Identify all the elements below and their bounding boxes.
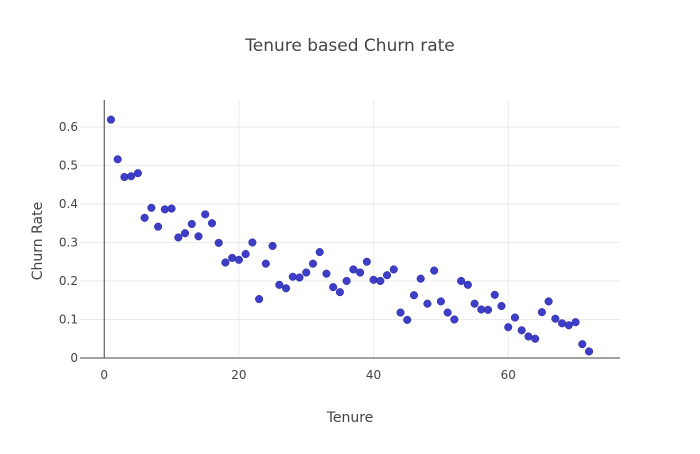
data-point — [584, 347, 594, 356]
x-tick-label: 60 — [501, 368, 516, 382]
data-point — [160, 205, 169, 214]
x-tick-label: 0 — [100, 368, 108, 382]
x-axis-title: Tenure — [326, 410, 374, 426]
data-point — [483, 305, 493, 314]
data-point — [396, 308, 405, 317]
data-point — [295, 273, 304, 282]
data-point — [450, 315, 459, 324]
data-point — [187, 219, 196, 229]
data-point — [382, 271, 392, 280]
y-tick-label: 0.3 — [59, 235, 78, 249]
grid-lines — [80, 100, 620, 358]
data-point — [228, 253, 237, 262]
data-point — [544, 297, 553, 306]
y-axis-title: Churn Rate — [30, 202, 46, 280]
data-point — [221, 258, 230, 267]
data-point — [261, 259, 270, 268]
data-point — [140, 213, 149, 222]
data-point — [376, 276, 385, 286]
data-point — [255, 295, 264, 304]
data-point — [322, 269, 331, 278]
data-point — [416, 274, 425, 283]
chart-title: Tenure based Churn rate — [244, 36, 455, 56]
data-point — [201, 210, 210, 219]
y-tick-label: 0 — [70, 351, 78, 365]
data-point — [443, 308, 452, 317]
data-point — [497, 301, 506, 311]
data-point — [120, 172, 129, 182]
y-tick-label: 0.6 — [59, 120, 78, 134]
data-point — [113, 155, 122, 164]
data-point — [457, 276, 466, 286]
y-tick-label: 0.4 — [59, 197, 78, 211]
data-point — [389, 265, 398, 274]
data-point — [174, 233, 183, 242]
data-point — [194, 232, 203, 241]
y-tick-label: 0.5 — [59, 158, 78, 172]
data-point — [329, 283, 338, 292]
data-point — [281, 284, 291, 293]
data-point — [423, 299, 432, 308]
data-point — [275, 280, 284, 289]
data-point — [578, 340, 587, 349]
data-point — [356, 268, 365, 277]
data-point — [133, 169, 142, 178]
data-point — [342, 276, 351, 286]
data-point — [436, 297, 445, 306]
data-point — [214, 238, 223, 247]
data-point — [288, 272, 297, 281]
data-point — [127, 172, 136, 181]
data-point — [430, 266, 439, 275]
data-point — [234, 255, 243, 264]
data-point — [369, 275, 378, 284]
tick-labels: 0 20 40 60 0 0.1 0.2 0.3 0.4 0.5 0.6 — [59, 120, 516, 382]
data-point — [463, 280, 472, 289]
data-point — [558, 319, 567, 328]
data-point — [403, 315, 412, 324]
data-point — [207, 219, 217, 228]
data-point — [517, 326, 526, 335]
data-point — [106, 115, 116, 124]
data-point — [335, 288, 344, 297]
data-point — [551, 314, 560, 323]
data-point — [564, 321, 573, 330]
x-tick-label: 40 — [366, 368, 381, 382]
data-points — [106, 115, 594, 356]
y-tick-label: 0.1 — [59, 312, 78, 326]
data-point — [248, 238, 257, 247]
data-point — [504, 323, 513, 332]
data-point — [490, 290, 499, 299]
y-tick-label: 0.2 — [59, 274, 78, 288]
data-point — [477, 305, 486, 314]
data-point — [241, 249, 250, 259]
data-point — [409, 291, 419, 300]
data-point — [167, 204, 176, 213]
data-point — [524, 332, 533, 341]
data-point — [180, 229, 190, 238]
x-tick-label: 20 — [231, 368, 246, 382]
data-point — [268, 241, 277, 250]
data-point — [537, 308, 546, 317]
data-point — [510, 313, 520, 322]
data-point — [308, 259, 318, 268]
data-point — [302, 268, 311, 277]
data-point — [147, 203, 156, 212]
data-point — [531, 334, 540, 343]
data-point — [154, 222, 163, 231]
data-point — [470, 299, 479, 308]
data-point — [349, 265, 358, 274]
data-point — [315, 248, 324, 257]
axes — [80, 100, 620, 359]
data-point — [362, 257, 371, 266]
data-point — [571, 318, 580, 327]
